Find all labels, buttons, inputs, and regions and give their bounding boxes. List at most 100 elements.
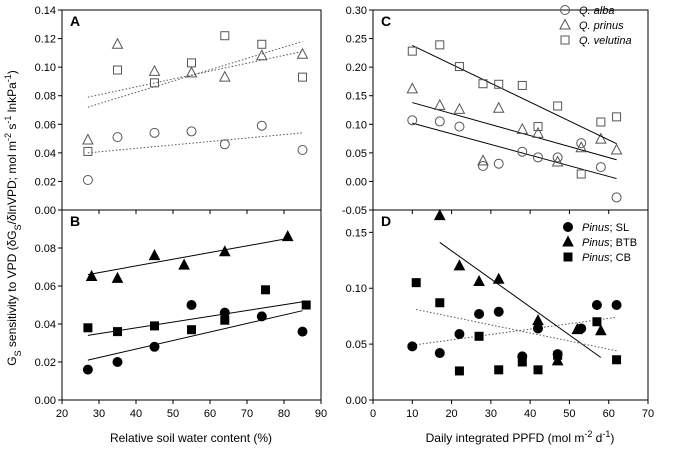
data-point	[112, 132, 123, 143]
x-tick-label: 40	[524, 408, 536, 420]
data-point	[552, 152, 563, 163]
legend-genus: Pinus	[582, 222, 610, 234]
data-point	[406, 82, 419, 94]
series-pinus-btb	[433, 209, 607, 366]
y-tick-label: 0.10	[346, 119, 367, 131]
data-point	[454, 121, 465, 132]
data-point	[218, 70, 231, 82]
data-point	[596, 117, 606, 127]
panel-letter: A	[70, 13, 80, 29]
fit-line	[87, 238, 288, 276]
data-point	[532, 126, 544, 138]
x-tick-label: 40	[130, 408, 142, 420]
data-point	[576, 138, 587, 149]
legend-suffix: ; SL	[610, 222, 630, 234]
data-point	[281, 230, 294, 242]
data-point	[435, 298, 445, 308]
data-point	[610, 143, 623, 155]
data-point	[148, 64, 161, 76]
data-point	[454, 62, 464, 72]
data-point	[407, 341, 418, 352]
x-tick-label: 50	[167, 408, 179, 420]
x-tick-label: 80	[278, 408, 290, 420]
data-point	[407, 46, 417, 56]
panel-c: -0.05 0.00 0.05 0.10 0.15 0.20 0.25 0.30 C	[342, 5, 649, 217]
series-pinus-sl	[82, 300, 308, 375]
data-point	[454, 366, 464, 376]
x-tick-label: 20	[56, 408, 68, 420]
y-axis-label: GS sensitivity to VPD (δGS/δlnVPD; mol m…	[3, 70, 23, 366]
x-tick-label: 60	[603, 408, 615, 420]
data-point	[612, 112, 622, 122]
data-point	[149, 127, 160, 138]
y-tick-label: 0.05	[346, 339, 367, 351]
series-q-alba	[82, 120, 308, 185]
data-point	[433, 98, 446, 110]
data-point	[492, 272, 505, 284]
x-right-b: d	[592, 431, 602, 445]
legend-marker	[559, 18, 571, 30]
y-label-end: lnkPa	[5, 82, 19, 116]
data-point	[185, 66, 198, 78]
y-tick-label: 0.08	[35, 243, 56, 255]
fit-line	[87, 40, 303, 108]
data-point	[532, 314, 544, 326]
y-tick-label: 0.25	[346, 34, 367, 46]
legend-marker	[563, 222, 573, 232]
data-point	[150, 78, 159, 88]
data-point	[407, 115, 418, 126]
x-tick-label: 10	[406, 408, 418, 420]
data-point	[474, 331, 484, 341]
data-point	[611, 192, 622, 203]
series-q-prinus	[406, 82, 623, 167]
data-point	[411, 278, 421, 288]
y-label-mid2: /δlnVPD; mol m	[5, 141, 19, 224]
y-tick-label: 0.14	[35, 5, 56, 17]
series-pinus-sl	[407, 300, 622, 362]
legend-marker	[562, 235, 574, 247]
data-point	[218, 245, 231, 257]
data-point	[453, 259, 466, 271]
panel-letter: C	[381, 13, 391, 29]
data-point	[517, 357, 527, 367]
legend-label: Q. velutina	[579, 35, 632, 47]
data-point	[551, 155, 564, 167]
y-label-exp2: -1	[3, 116, 13, 124]
data-point	[82, 133, 94, 145]
x-tick-label: 60	[204, 408, 216, 420]
x-axis-label-right: Daily integrated PPFD (mol m-2 d-1)	[426, 429, 615, 445]
data-point	[575, 141, 588, 153]
x-right-e2: -1	[602, 429, 610, 439]
y-tick-label: 0.20	[346, 62, 367, 74]
y-tick-label: -0.05	[342, 205, 367, 217]
fit-line	[439, 242, 602, 358]
legend-suffix: ; BTB	[610, 237, 638, 249]
data-point	[257, 39, 267, 49]
y-tick-label: 0.06	[35, 281, 56, 293]
data-point	[434, 116, 445, 127]
series-pinus-cb	[83, 285, 311, 337]
x-right-a: Daily integrated PPFD (mol m	[426, 431, 585, 445]
data-point	[516, 122, 529, 134]
data-point	[612, 355, 622, 365]
y-label-mid3: s	[5, 124, 19, 133]
data-point	[186, 126, 197, 137]
data-point	[112, 357, 123, 367]
data-point	[494, 79, 504, 89]
data-point	[111, 271, 124, 283]
data-point	[255, 49, 268, 61]
data-point	[571, 323, 584, 335]
y-tick-label: 0.06	[35, 119, 56, 131]
series-q-alba	[407, 115, 622, 203]
data-point	[113, 65, 122, 75]
data-point	[492, 101, 505, 113]
data-point	[82, 175, 93, 185]
data-point	[553, 350, 563, 360]
data-point	[256, 120, 267, 131]
data-point	[83, 146, 93, 156]
y-tick-label: 0.10	[35, 62, 56, 74]
fit-line	[412, 122, 617, 180]
x-tick-label: 30	[485, 408, 497, 420]
data-point	[595, 324, 607, 336]
data-point	[517, 146, 528, 157]
